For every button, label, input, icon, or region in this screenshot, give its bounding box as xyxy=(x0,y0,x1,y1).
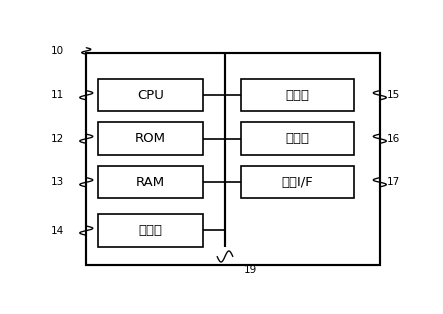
Text: 显示部: 显示部 xyxy=(285,132,309,145)
Text: 19: 19 xyxy=(244,265,257,275)
Text: 10: 10 xyxy=(51,46,64,56)
Text: 通信I/F: 通信I/F xyxy=(282,176,313,189)
Text: ROM: ROM xyxy=(135,132,166,145)
Bar xyxy=(241,166,354,198)
Text: 12: 12 xyxy=(51,134,64,144)
Text: 14: 14 xyxy=(51,226,64,236)
Text: 16: 16 xyxy=(387,134,400,144)
Text: 输入部: 输入部 xyxy=(285,89,309,102)
Text: RAM: RAM xyxy=(136,176,165,189)
Text: 存储器: 存储器 xyxy=(139,224,163,237)
Text: CPU: CPU xyxy=(137,89,164,102)
Bar xyxy=(241,79,354,111)
Bar xyxy=(86,53,380,265)
Text: 13: 13 xyxy=(51,177,64,187)
Bar xyxy=(98,122,203,155)
Text: 11: 11 xyxy=(51,90,64,100)
Text: 17: 17 xyxy=(387,177,400,187)
Text: 15: 15 xyxy=(387,90,400,100)
Bar xyxy=(98,214,203,247)
Bar xyxy=(98,166,203,198)
Bar xyxy=(241,122,354,155)
Bar xyxy=(98,79,203,111)
